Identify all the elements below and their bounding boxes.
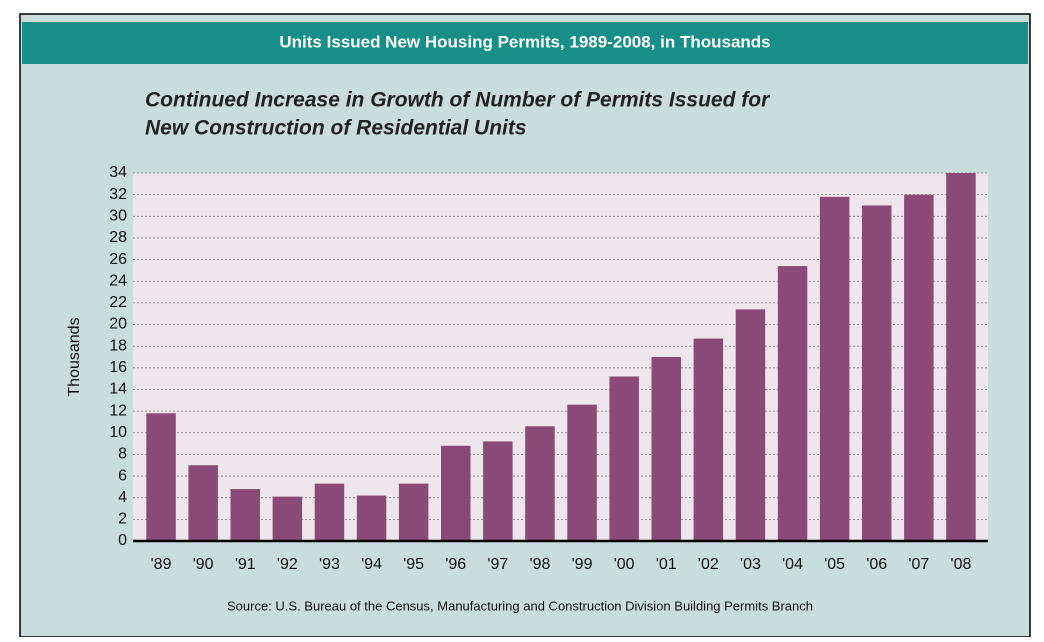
- x-tick-label: '95: [403, 556, 424, 573]
- bar: [314, 483, 345, 541]
- bar: [862, 205, 892, 541]
- x-tick-label: '93: [319, 556, 340, 573]
- bar: [356, 495, 387, 541]
- bar: [693, 338, 724, 541]
- y-tick-label: 14: [109, 381, 127, 398]
- source: Source: U.S. Bureau of the Census, Manuf…: [227, 598, 813, 613]
- y-axis-label: Thousands: [66, 317, 83, 396]
- y-tick-label: 34: [109, 164, 127, 181]
- x-tick-label: '90: [193, 556, 214, 573]
- bar: [188, 465, 218, 541]
- y-tick-label: 22: [109, 294, 127, 311]
- bar: [483, 441, 513, 541]
- y-tick-label: 10: [109, 424, 127, 441]
- bar: [777, 266, 808, 541]
- x-tick-label: '01: [656, 556, 677, 573]
- chart-title: Units Issued New Housing Permits, 1989-2…: [279, 32, 770, 51]
- y-tick-label: 20: [109, 316, 127, 333]
- y-tick-label: 4: [118, 489, 127, 506]
- y-tick-label: 24: [109, 272, 127, 289]
- subtitle: New Construction of Residential Units: [145, 117, 527, 140]
- x-tick-label: '94: [361, 556, 382, 573]
- bar: [651, 357, 681, 541]
- title-bar: [22, 22, 1028, 64]
- y-tick-label: 2: [118, 511, 127, 528]
- y-tick-label: 26: [109, 251, 127, 268]
- bar: [398, 483, 429, 541]
- x-tick-label: '91: [235, 556, 256, 573]
- plot-area: [133, 173, 988, 541]
- bar: [441, 445, 471, 541]
- bar: [946, 173, 976, 541]
- bar: [819, 196, 850, 541]
- y-tick-label: 32: [109, 186, 127, 203]
- y-tick-label: 6: [118, 467, 127, 484]
- bar: [735, 309, 766, 541]
- subtitle: Continued Increase in Growth of Number o…: [145, 89, 771, 112]
- bar: [567, 404, 597, 541]
- x-tick-label: '05: [824, 556, 845, 573]
- x-tick-label: '06: [866, 556, 887, 573]
- y-tick-label: 28: [109, 229, 127, 246]
- x-tick-label: '96: [445, 556, 466, 573]
- y-tick-label: 16: [109, 359, 127, 376]
- x-tick-label: '97: [487, 556, 508, 573]
- x-tick-label: '92: [277, 556, 298, 573]
- bar: [609, 376, 639, 541]
- x-tick-label: '04: [782, 556, 803, 573]
- y-tick-label: 30: [109, 208, 127, 225]
- y-tick-label: 8: [118, 446, 127, 463]
- x-tick-label: '02: [698, 556, 719, 573]
- x-tick-label: '98: [530, 556, 551, 573]
- y-tick-label: 12: [109, 402, 127, 419]
- x-tick-label: '99: [572, 556, 593, 573]
- bar: [272, 496, 303, 541]
- y-tick-label: 0: [118, 532, 127, 549]
- y-tick-label: 18: [109, 337, 127, 354]
- x-tick-label: '08: [951, 556, 972, 573]
- x-tick-label: '07: [908, 556, 929, 573]
- bar: [525, 426, 555, 541]
- bar: [904, 194, 934, 541]
- bar: [230, 489, 260, 541]
- x-tick-label: '03: [740, 556, 761, 573]
- x-tick-label: '89: [151, 556, 172, 573]
- bar: [146, 413, 176, 541]
- x-tick-label: '00: [614, 556, 635, 573]
